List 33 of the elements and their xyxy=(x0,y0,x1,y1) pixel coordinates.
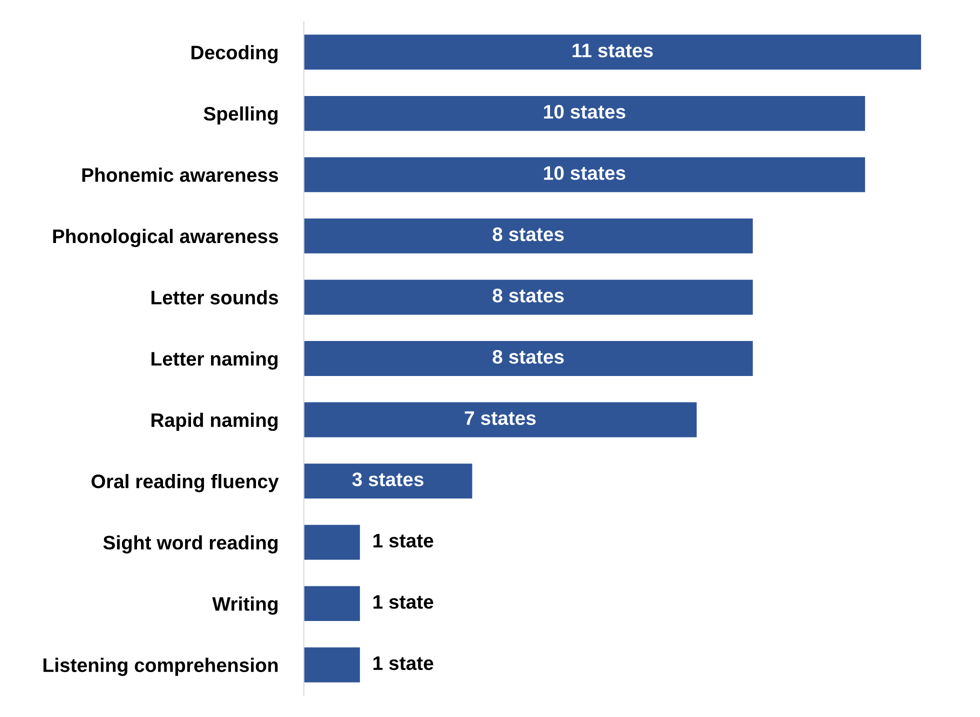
data-label: 7 states xyxy=(464,411,536,425)
data-label: 3 states xyxy=(352,472,424,486)
data-label: 1 state xyxy=(374,534,434,548)
bar xyxy=(304,280,753,315)
data-label: 8 states xyxy=(492,350,564,364)
bar xyxy=(304,341,753,376)
bar xyxy=(304,34,922,70)
bar xyxy=(304,96,866,131)
data-label: 11 states xyxy=(572,44,653,58)
y-tick-label: Phonological awareness xyxy=(53,228,278,248)
data-label: 1 state xyxy=(374,656,434,670)
bar xyxy=(304,524,360,560)
y-tick-label: Writing xyxy=(212,596,278,615)
bar xyxy=(304,157,866,192)
bar xyxy=(304,586,360,622)
data-label: 1 state xyxy=(374,595,434,609)
y-tick-label: Letter naming xyxy=(152,351,278,370)
y-tick-label: Spelling xyxy=(204,106,278,125)
data-label: 10 states xyxy=(544,166,626,180)
y-tick-label: Rapid naming xyxy=(152,412,278,431)
bar xyxy=(304,402,697,438)
y-tick-label: Decoding xyxy=(192,45,278,64)
y-tick-label: Listening comprehension xyxy=(44,658,278,676)
y-tick-label: Sight word reading xyxy=(103,535,278,554)
data-label: 8 states xyxy=(492,227,564,242)
bar xyxy=(304,647,360,682)
bar xyxy=(304,218,753,254)
data-label: 8 states xyxy=(492,288,564,302)
y-tick-label: Letter sounds xyxy=(152,290,278,304)
y-tick-label: Oral reading fluency xyxy=(92,474,279,492)
y-tick-label: Phonemic awareness xyxy=(82,168,278,182)
data-label: 10 states xyxy=(544,104,626,119)
bar xyxy=(304,464,472,499)
